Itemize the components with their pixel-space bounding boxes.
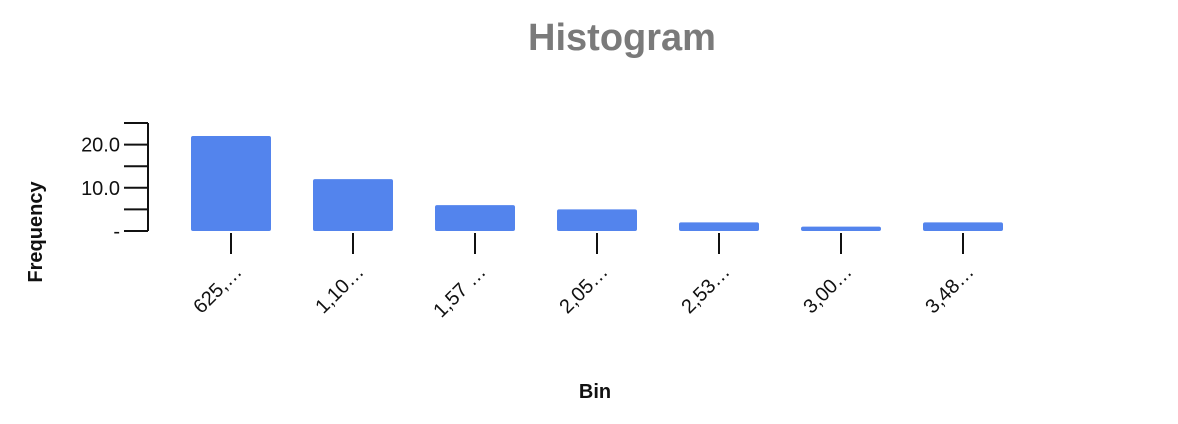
x-tick-label: 2,05… [555, 261, 612, 318]
histogram-bar [313, 179, 393, 231]
histogram-bar [679, 222, 759, 231]
x-tick-label: 3,48… [921, 261, 978, 318]
bars-group [191, 135, 1003, 231]
histogram-bar [801, 226, 881, 231]
x-tick-label: 1,10… [311, 261, 368, 318]
chart-title: Histogram [528, 17, 716, 59]
y-tick-label: 20.0 [81, 135, 120, 157]
y-axis-title: Frequency [25, 181, 47, 283]
x-tick-label: 1,57 … [429, 261, 490, 322]
histogram-bar [923, 222, 1003, 231]
histogram-bar [557, 209, 637, 231]
y-axis: - 10.0 20.0 [81, 122, 149, 243]
x-tick-label: 625,… [189, 261, 246, 318]
histogram-bar [435, 205, 515, 231]
y-tick-label: 10.0 [81, 178, 120, 200]
y-tick-label: - [113, 221, 120, 243]
x-tick-label: 2,53… [677, 261, 734, 318]
x-axis: 625,… 1,10… 1,57 … 2,05… 2,53… 3,00… 3,48… [189, 233, 979, 322]
x-tick-label: 3,00… [799, 261, 856, 318]
histogram-bar [191, 135, 271, 231]
x-axis-title: Bin [579, 381, 611, 403]
